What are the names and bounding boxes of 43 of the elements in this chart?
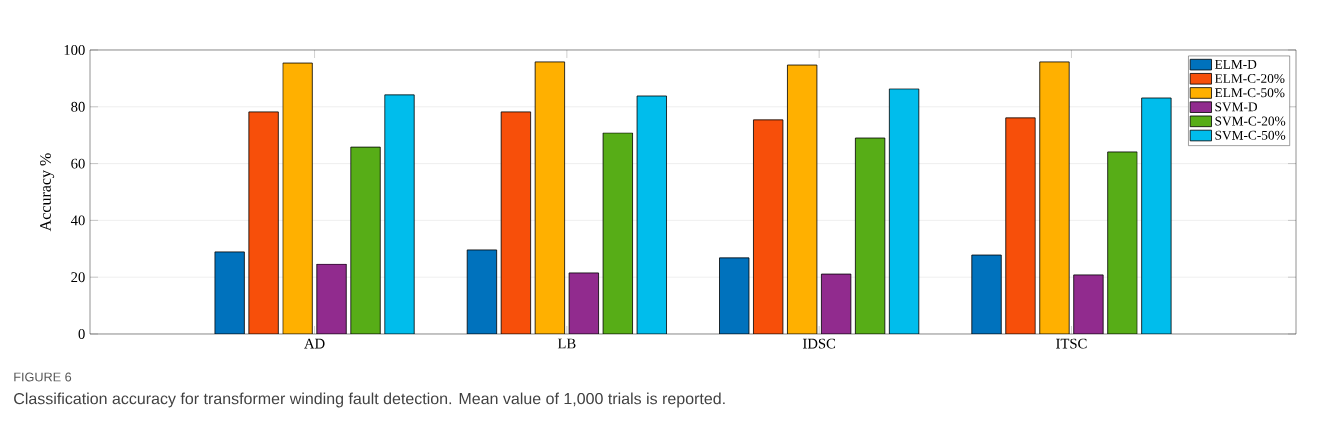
bar	[1141, 97, 1172, 334]
legend-label: SVM-C-50%	[1215, 130, 1286, 140]
bar	[602, 132, 633, 334]
bar	[350, 146, 381, 334]
bar	[636, 95, 667, 334]
bar	[719, 257, 750, 334]
bar	[1039, 61, 1070, 334]
bar	[282, 62, 313, 334]
bar	[568, 272, 599, 334]
y-tick-label: 100	[64, 45, 85, 55]
bar	[753, 119, 784, 334]
bar	[466, 249, 498, 334]
x-tick-label: ITSC	[1056, 338, 1087, 349]
bar	[1073, 274, 1104, 334]
bar	[248, 111, 279, 334]
bar	[316, 263, 347, 334]
bar	[1107, 151, 1138, 334]
bar	[500, 111, 532, 334]
bar	[534, 61, 566, 334]
bar	[971, 254, 1002, 334]
x-tick-label: AD	[304, 338, 325, 349]
y-tick-label: 40	[70, 215, 85, 226]
bar	[384, 94, 415, 334]
y-tick-label: 60	[71, 158, 85, 169]
text: Classification accuracy for transformer winding fault detection. Mean value of 1,000 trials is reported.	[14, 392, 725, 408]
legend-label: SVM-C-20%	[1215, 116, 1286, 126]
bar	[214, 251, 245, 334]
bar	[1005, 117, 1036, 334]
legend-label: ELM-C-20%	[1214, 74, 1285, 84]
bar	[821, 273, 852, 334]
x-tick-label: LB	[557, 338, 576, 349]
y-tick-label: 0	[78, 329, 85, 339]
legend-label: ELM-C-50%	[1214, 88, 1285, 98]
y-tick-label: 20	[71, 272, 85, 283]
y-axis-title: Accuracy %	[40, 153, 55, 232]
legend-label: SVM-D	[1215, 102, 1258, 112]
y-tick-label: 80	[71, 101, 85, 112]
bar	[888, 88, 920, 334]
bar	[854, 137, 886, 334]
caption: FIGURE 6	[14, 372, 72, 382]
x-tick-label: IDSC	[802, 338, 836, 349]
legend-label: ELM-D	[1214, 59, 1257, 69]
bar	[787, 64, 818, 334]
